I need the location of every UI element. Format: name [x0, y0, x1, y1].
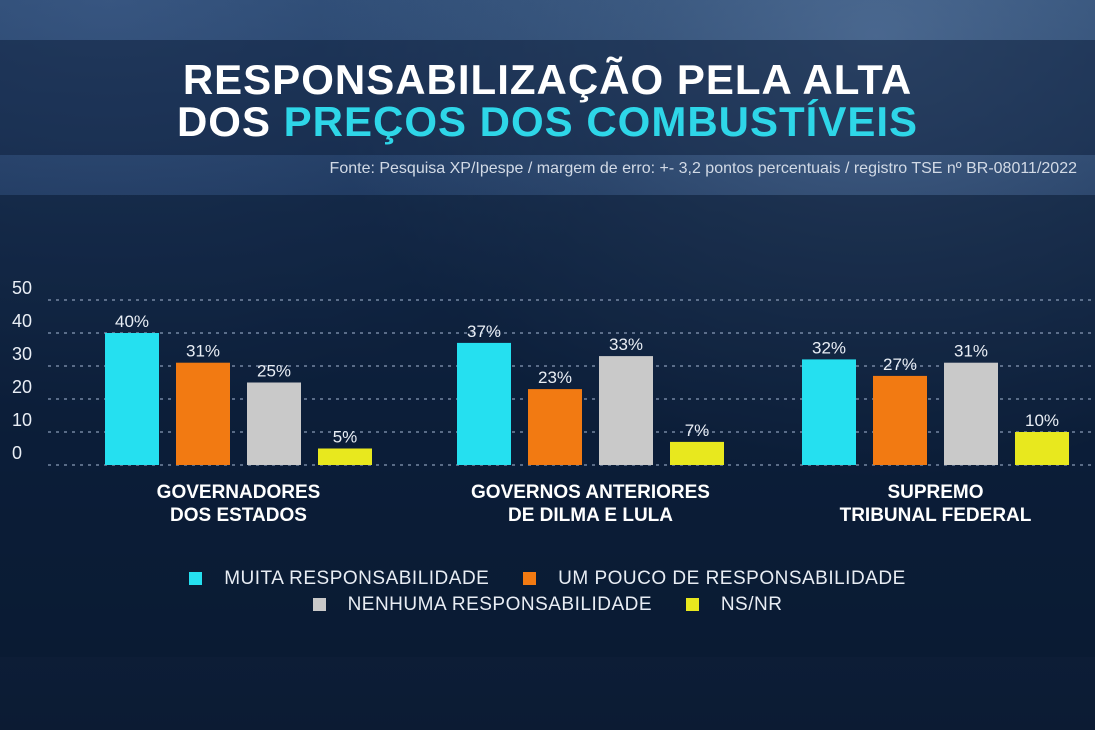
- bar-value-label: 31%: [186, 342, 220, 361]
- bar-muita: [457, 342, 511, 465]
- bar-value-label: 10%: [1025, 411, 1059, 430]
- title-accent: PREÇOS DOS COMBUSTÍVEIS: [283, 98, 919, 145]
- bar-nenhuma: [247, 382, 301, 465]
- category-label: DE DILMA E LULA: [508, 505, 673, 526]
- legend-label-nsnr: NS/NR: [720, 594, 783, 615]
- chart-title-line-1: RESPONSABILIZAÇÃO PELA ALTA: [182, 56, 913, 103]
- category-label: GOVERNADORES: [157, 482, 321, 503]
- legend-row-2: NENHUMA RESPONSABILIDADE NS/NR: [0, 594, 1095, 616]
- bar-value-label: 25%: [257, 362, 291, 381]
- bar-value-label: 40%: [115, 312, 149, 331]
- legend-swatch-muita: [189, 572, 203, 585]
- y-tick-label: 40: [12, 311, 32, 331]
- source-note: Fonte: Pesquisa XP/Ipespe / margem de er…: [329, 160, 1077, 177]
- title-band: [0, 40, 1095, 155]
- legend-item-nsnr: NS/NR: [685, 594, 783, 616]
- y-tick-label: 0: [12, 443, 22, 463]
- category-label: SUPREMO: [887, 482, 983, 503]
- y-tick-label: 20: [12, 377, 32, 397]
- legend-row-1: MUITA RESPONSABILIDADE UM POUCO DE RESPO…: [0, 568, 1095, 590]
- legend-swatch-nenhuma: [312, 598, 326, 611]
- legend-item-muita: MUITA RESPONSABILIDADE: [189, 568, 489, 590]
- legend-item-pouco: UM POUCO DE RESPONSABILIDADE: [523, 568, 906, 590]
- bar-value-label: 32%: [812, 338, 846, 357]
- legend-label-pouco: UM POUCO DE RESPONSABILIDADE: [558, 568, 906, 589]
- bar-nsnr: [1015, 432, 1069, 465]
- y-tick-label: 50: [12, 278, 32, 298]
- legend-label-muita: MUITA RESPONSABILIDADE: [224, 568, 490, 589]
- bar-nsnr: [670, 441, 724, 465]
- bar-nsnr: [318, 448, 372, 465]
- legend-item-nenhuma: NENHUMA RESPONSABILIDADE: [312, 594, 653, 616]
- category-label: GOVERNOS ANTERIORES: [471, 482, 710, 503]
- legend-label-nenhuma: NENHUMA RESPONSABILIDADE: [347, 594, 653, 615]
- bar-value-label: 33%: [609, 335, 643, 354]
- legend-swatch-nsnr: [685, 598, 699, 611]
- bar-value-label: 23%: [538, 368, 572, 387]
- bar-pouco: [528, 389, 582, 465]
- legend-swatch-pouco: [523, 572, 537, 585]
- y-tick-label: 30: [12, 344, 32, 364]
- bar-muita: [105, 333, 159, 465]
- category-label: DOS ESTADOS: [170, 505, 307, 526]
- bar-muita: [802, 359, 856, 465]
- bar-nenhuma: [944, 362, 998, 465]
- bar-nenhuma: [599, 356, 653, 465]
- bar-pouco: [873, 375, 927, 465]
- bar-pouco: [176, 362, 230, 465]
- bar-value-label: 27%: [883, 355, 917, 374]
- bar-value-label: 7%: [685, 421, 710, 440]
- bar-value-label: 37%: [467, 322, 501, 341]
- bar-value-label: 5%: [333, 428, 358, 447]
- category-label: TRIBUNAL FEDERAL: [840, 505, 1032, 526]
- chart-title-line-2: DOS PREÇOS DOS COMBUSTÍVEIS: [0, 100, 1095, 144]
- title-prefix: DOS: [176, 98, 284, 145]
- bar-value-label: 31%: [954, 342, 988, 361]
- y-tick-label: 10: [12, 410, 32, 430]
